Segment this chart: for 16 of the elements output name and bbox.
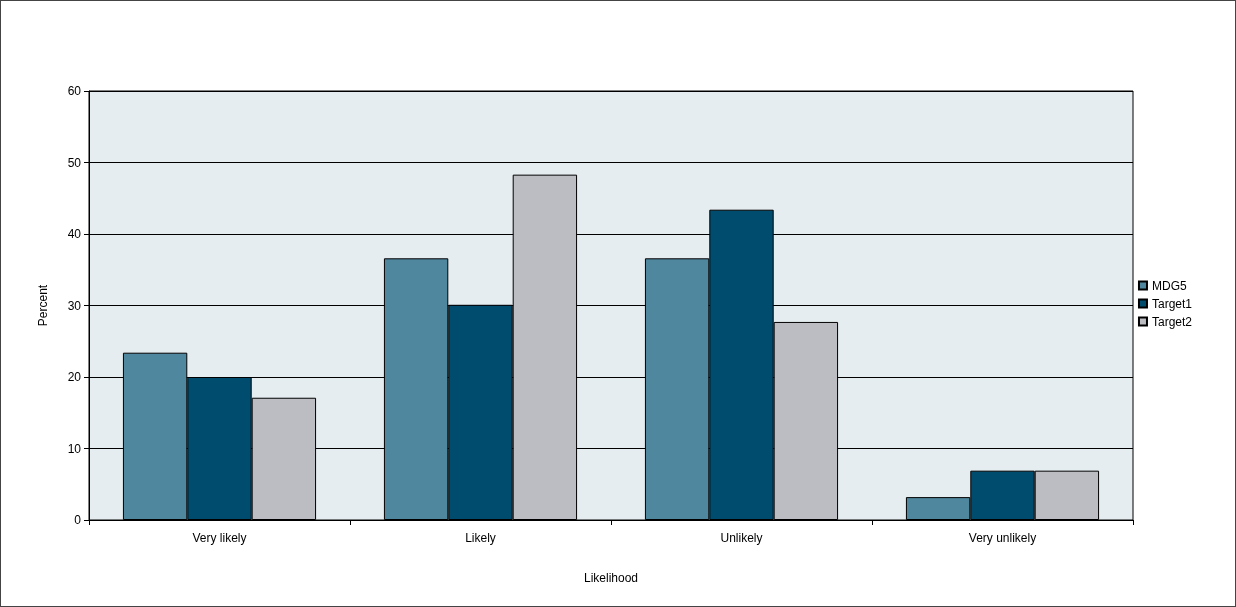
- y-tick-label: 50: [67, 155, 82, 170]
- x-tick-label: Likely: [465, 531, 496, 545]
- x-tick-label: Unlikely: [720, 531, 763, 545]
- y-tick-label: 20: [67, 370, 82, 384]
- y-tick-label: 30: [67, 298, 82, 313]
- y-tick-label: 40: [67, 227, 82, 241]
- y-axis-title: Percent: [36, 284, 50, 327]
- y-tick-label: 0: [74, 513, 82, 527]
- legend-label: Target2: [1151, 314, 1193, 329]
- y-tick-label: 10: [67, 441, 82, 456]
- legend-label: MDG5: [1151, 278, 1187, 293]
- legend-label: Target1: [1151, 296, 1193, 311]
- x-axis-title: Likelihood: [583, 571, 639, 585]
- x-tick-label: Very likely: [192, 531, 247, 545]
- y-tick-label: 60: [67, 84, 82, 98]
- x-tick-label: Very unlikely: [968, 531, 1037, 545]
